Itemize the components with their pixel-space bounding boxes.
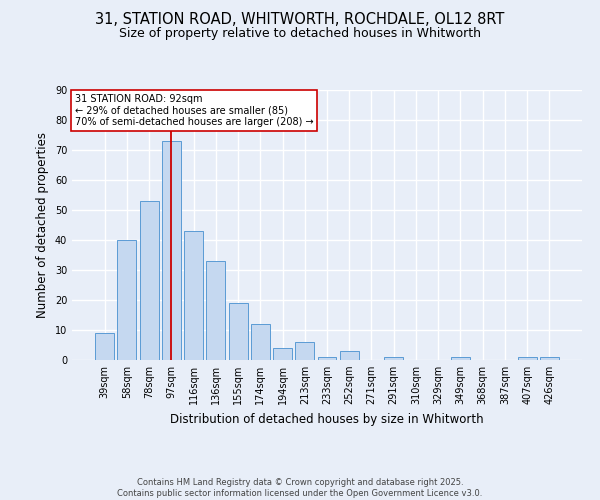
Bar <box>451 357 470 360</box>
Text: 31, STATION ROAD, WHITWORTH, ROCHDALE, OL12 8RT: 31, STATION ROAD, WHITWORTH, ROCHDALE, O… <box>95 12 505 28</box>
X-axis label: Distribution of detached houses by size in Whitworth: Distribution of detached houses by size … <box>170 412 484 426</box>
Bar <box>251 324 270 360</box>
Bar <box>295 342 314 360</box>
Bar <box>273 348 292 360</box>
Bar <box>162 141 181 360</box>
Bar <box>184 231 203 360</box>
Bar <box>340 351 359 360</box>
Bar <box>140 201 158 360</box>
Text: Size of property relative to detached houses in Whitworth: Size of property relative to detached ho… <box>119 28 481 40</box>
Bar <box>384 357 403 360</box>
Bar <box>518 357 536 360</box>
Text: Contains HM Land Registry data © Crown copyright and database right 2025.
Contai: Contains HM Land Registry data © Crown c… <box>118 478 482 498</box>
Text: 31 STATION ROAD: 92sqm
← 29% of detached houses are smaller (85)
70% of semi-det: 31 STATION ROAD: 92sqm ← 29% of detached… <box>74 94 313 127</box>
Bar <box>206 261 225 360</box>
Bar <box>95 333 114 360</box>
Bar <box>540 357 559 360</box>
Bar <box>229 303 248 360</box>
Bar <box>118 240 136 360</box>
Y-axis label: Number of detached properties: Number of detached properties <box>36 132 49 318</box>
Bar <box>317 357 337 360</box>
